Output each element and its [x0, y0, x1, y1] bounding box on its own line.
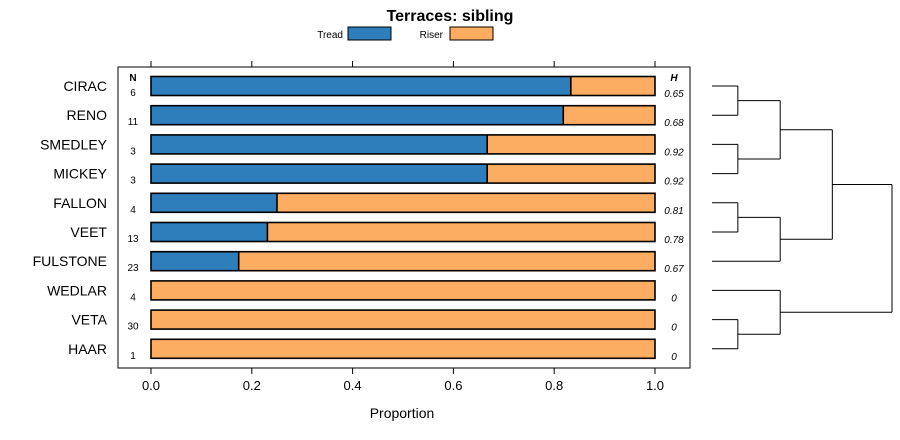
x-tick-label: 0.4: [344, 378, 362, 393]
category-label-smedley: SMEDLEY: [40, 136, 108, 152]
h-value-fallon: 0.81: [664, 206, 683, 217]
bar-riser-cirac: [570, 76, 655, 96]
h-value-reno: 0.68: [664, 118, 684, 129]
n-value-veet: 13: [127, 234, 139, 245]
h-value-smedley: 0.92: [664, 147, 684, 158]
bar-outline-veta: [150, 309, 656, 330]
h-value-veta: 0: [671, 323, 677, 334]
h-value-wedlar: 0: [671, 293, 677, 304]
bar-tread-fallon: [151, 193, 277, 213]
n-value-veta: 30: [127, 322, 139, 333]
plot-frame: [117, 66, 691, 369]
n-value-wedlar: 4: [130, 292, 136, 303]
h-value-haar: 0: [671, 352, 677, 363]
bar-riser-fulstone: [238, 251, 656, 271]
bar-outline-haar: [150, 338, 656, 360]
category-label-veet: VEET: [70, 224, 107, 240]
chart-title: Terraces: sibling: [387, 8, 514, 25]
n-value-smedley: 3: [130, 146, 136, 157]
bar-outline-mickey: [150, 163, 656, 184]
n-value-mickey: 3: [130, 176, 136, 187]
h-value-mickey: 0.92: [664, 177, 684, 188]
category-label-mickey: MICKEY: [53, 166, 107, 182]
bar-outline-reno: [150, 104, 656, 126]
bar-tread-fulstone: [151, 251, 239, 271]
n-value-haar: 1: [130, 351, 136, 362]
bar-tread-smedley: [151, 134, 488, 154]
bar-tread-mickey: [151, 164, 488, 184]
category-label-reno: RENO: [67, 107, 108, 123]
legend-swatch-riser: [449, 26, 494, 41]
legend-label-riser: Riser: [420, 30, 444, 41]
bar-tread-cirac: [151, 76, 571, 96]
n-value-cirac: 6: [130, 88, 136, 99]
category-label-haar: HAAR: [68, 341, 107, 357]
category-label-fulstone: FULSTONE: [33, 253, 107, 269]
bar-riser-veet: [267, 222, 655, 242]
bar-riser-veta: [151, 310, 655, 330]
n-column-header: N: [129, 73, 136, 84]
bar-riser-haar: [151, 339, 655, 359]
h-value-fulstone: 0.67: [664, 264, 684, 275]
bar-outline-wedlar: [150, 280, 656, 301]
h-value-cirac: 0.65: [664, 89, 684, 100]
category-label-fallon: FALLON: [53, 195, 107, 211]
dendrogram: [712, 85, 893, 350]
legend-swatch-tread: [347, 26, 392, 41]
bar-riser-fallon: [277, 193, 655, 213]
category-label-wedlar: WEDLAR: [47, 282, 107, 298]
bar-tread-veet: [151, 222, 268, 242]
x-tick-label: 0.6: [444, 378, 462, 393]
x-axis: 0.0 0.2 0.4 0.6 0.8 1.0: [142, 61, 664, 393]
bar-tread-reno: [151, 105, 564, 125]
category-label-cirac: CIRAC: [63, 78, 107, 94]
category-label-veta: VETA: [71, 312, 107, 328]
n-value-fallon: 4: [130, 205, 136, 216]
h-value-veet: 0.78: [664, 235, 684, 246]
x-tick-label: 0.2: [243, 378, 261, 393]
x-axis-label: Proportion: [370, 405, 435, 421]
legend: Tread Riser: [317, 26, 494, 41]
x-tick-label: 1.0: [646, 378, 664, 393]
bar-outline-smedley: [150, 134, 656, 155]
bar-riser-wedlar: [151, 280, 655, 300]
bar-riser-reno: [563, 105, 655, 125]
bar-outline-fallon: [150, 192, 656, 214]
n-value-fulstone: 23: [127, 263, 139, 274]
x-tick-label: 0.8: [545, 378, 563, 393]
bar-riser-smedley: [487, 134, 655, 154]
n-value-reno: 11: [128, 117, 139, 128]
legend-label-tread: Tread: [317, 30, 343, 41]
h-column-header: H: [670, 73, 678, 84]
x-tick-label: 0.0: [142, 378, 160, 393]
bar-riser-mickey: [487, 164, 655, 184]
bar-outline-cirac: [150, 75, 656, 97]
bar-outline-veet: [150, 221, 656, 243]
bar-outline-fulstone: [150, 250, 656, 272]
